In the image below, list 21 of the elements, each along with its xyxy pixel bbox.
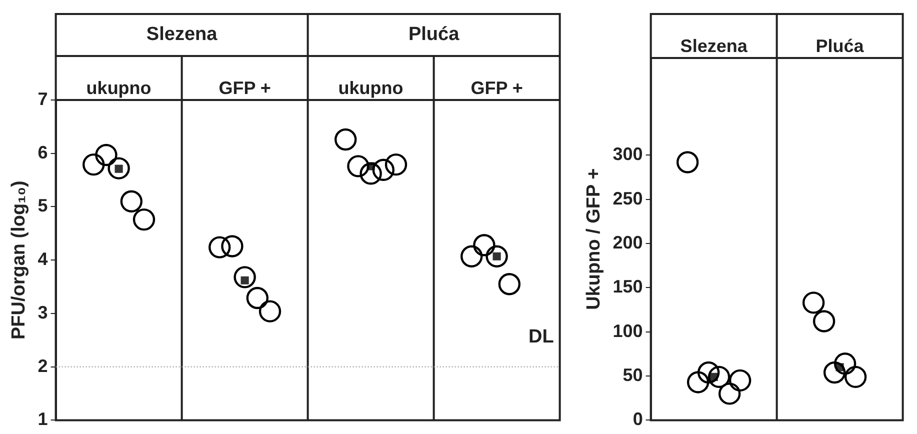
y-tick-label: 6: [38, 142, 48, 162]
y-tick-label: 5: [38, 196, 48, 216]
y-tick-label: 1: [38, 409, 48, 430]
y-axis-title: PFU/organ (log₁₀): [8, 180, 30, 340]
y-tick-label: 2: [38, 356, 48, 376]
x-tick-label: GFP +: [470, 78, 523, 98]
ref-line-label: DL: [528, 326, 554, 348]
y-tick-label: 250: [612, 188, 643, 208]
y-axis-title: Ukupno / GFP +: [584, 168, 605, 310]
x-tick-label: GFP +: [218, 78, 271, 98]
y-tick-label: 150: [612, 276, 643, 297]
y-tick-label: 50: [622, 365, 643, 385]
y-tick-label: 4: [38, 249, 48, 270]
y-tick-label: 3: [38, 302, 48, 322]
y-tick-label: 100: [612, 320, 643, 341]
y-tick-label: 200: [612, 232, 643, 252]
y-tick-label: 300: [612, 144, 643, 164]
x-tick-label: ukupno: [338, 78, 404, 98]
x-tick-label: ukupno: [86, 78, 152, 98]
y-tick-label: 7: [38, 88, 48, 109]
y-tick-label: 0: [632, 409, 643, 430]
